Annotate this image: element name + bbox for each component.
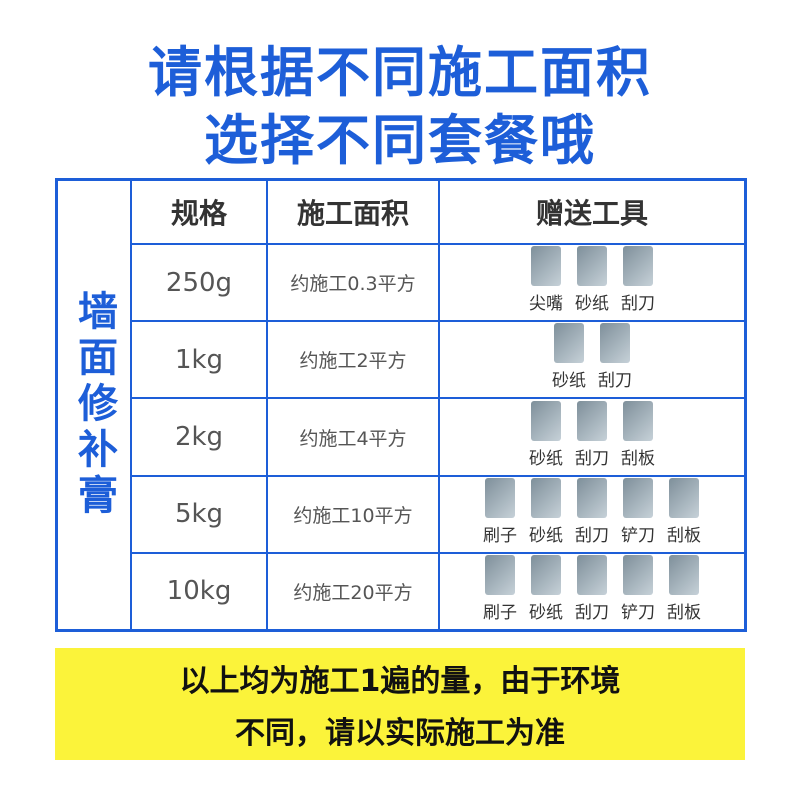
tool-icon bbox=[623, 400, 653, 441]
tool-label: 刮板 bbox=[621, 448, 655, 469]
tool: 铲刀 bbox=[621, 555, 655, 623]
tool-label: 刮刀 bbox=[598, 371, 632, 392]
tool-label: 砂纸 bbox=[529, 448, 563, 469]
spec-cell: 250g bbox=[132, 245, 268, 321]
table-row: 2kg 约施工4平方 砂纸 刮刀 刮板 bbox=[132, 399, 744, 477]
tool-icon bbox=[577, 246, 607, 287]
area-cell: 约施工4平方 bbox=[268, 399, 440, 475]
tool: 刮板 bbox=[667, 555, 701, 623]
tool: 砂纸 bbox=[529, 400, 563, 469]
spec-cell: 5kg bbox=[132, 476, 268, 552]
tool: 刮板 bbox=[621, 400, 655, 469]
tool-icon bbox=[485, 477, 515, 518]
area-cell: 约施工0.3平方 bbox=[268, 245, 440, 321]
note-line: 不同，请以实际施工为准 bbox=[235, 716, 565, 751]
tools-cell: 刷子 砂纸 刮刀 铲刀 刮板 bbox=[440, 554, 744, 629]
tool-icon bbox=[669, 555, 699, 596]
area-cell: 约施工20平方 bbox=[268, 553, 440, 630]
tool-icon bbox=[577, 400, 607, 441]
tool-label: 刮板 bbox=[667, 603, 701, 624]
header-cell: 赠送工具 bbox=[535, 197, 648, 230]
tool-icon bbox=[554, 323, 584, 364]
table-row: 1kg 约施工2平方 砂纸 刮刀 bbox=[132, 322, 744, 400]
tool: 尖嘴 bbox=[529, 246, 563, 314]
tool-icon bbox=[577, 477, 607, 518]
table-row: 250g 约施工0.3平方 尖嘴 砂纸 刮刀 bbox=[132, 245, 744, 323]
tool-label: 铲刀 bbox=[621, 603, 655, 624]
tool-icon bbox=[600, 323, 630, 364]
title-line: 请根据不同施工面积 bbox=[148, 41, 652, 104]
spec-cell: 10kg bbox=[132, 553, 268, 630]
table-row: 5kg 约施工10平方 刷子 砂纸 刮刀 铲刀 刮板 bbox=[132, 476, 744, 554]
tool-label: 刮刀 bbox=[575, 603, 609, 624]
table-row: 10kg 约施工20平方 刷子 砂纸 刮刀 铲刀 刮板 bbox=[132, 553, 744, 630]
tools-cell: 砂纸 刮刀 bbox=[440, 322, 744, 397]
tool-label: 刮板 bbox=[667, 525, 701, 546]
note-box: 以上均为施工1遍的量，由于环境 不同，请以实际施工为准 bbox=[55, 648, 745, 760]
tool: 铲刀 bbox=[621, 477, 655, 546]
tool: 刷子 bbox=[483, 477, 517, 546]
tool: 刮刀 bbox=[575, 477, 609, 546]
spec-cell: 2kg bbox=[132, 399, 268, 475]
tools-cell: 砂纸 刮刀 刮板 bbox=[440, 399, 744, 474]
tool-icon bbox=[623, 555, 653, 596]
tool-label: 刮刀 bbox=[575, 448, 609, 469]
tool: 砂纸 bbox=[575, 246, 609, 314]
tool-label: 刷子 bbox=[483, 603, 517, 624]
tool: 刮板 bbox=[667, 477, 701, 546]
tool: 刮刀 bbox=[621, 246, 655, 314]
area-cell: 约施工2平方 bbox=[268, 322, 440, 398]
header-row: 规格 施工面积 赠送工具 bbox=[132, 181, 744, 245]
tool-icon bbox=[531, 246, 561, 287]
tool-label: 刮刀 bbox=[621, 294, 655, 315]
tool-icon bbox=[623, 477, 653, 518]
tool: 砂纸 bbox=[552, 323, 586, 391]
spec-cell: 1kg bbox=[132, 322, 268, 398]
title-line: 选择不同套餐哦 bbox=[204, 109, 596, 172]
header-cell: 规格 bbox=[132, 181, 268, 243]
tool: 砂纸 bbox=[529, 477, 563, 546]
tool-label: 刮刀 bbox=[575, 525, 609, 546]
tool-icon bbox=[531, 477, 561, 518]
tool: 刮刀 bbox=[575, 555, 609, 623]
tool-label: 砂纸 bbox=[575, 294, 609, 315]
tool-icon bbox=[577, 555, 607, 596]
tool-list: 砂纸 刮刀 刮板 bbox=[529, 400, 655, 475]
tool: 刷子 bbox=[483, 555, 517, 623]
tool-label: 砂纸 bbox=[552, 371, 586, 392]
tool-list: 尖嘴 砂纸 刮刀 bbox=[529, 246, 655, 320]
side-cell: 墙面修补膏 bbox=[58, 181, 132, 629]
tool-icon bbox=[531, 400, 561, 441]
tools-cell: 尖嘴 砂纸 刮刀 bbox=[440, 245, 744, 320]
tool-list: 刷子 砂纸 刮刀 铲刀 刮板 bbox=[483, 555, 701, 629]
tool-icon bbox=[669, 477, 699, 518]
tool-icon bbox=[485, 555, 515, 596]
side-label: 墙面修补膏 bbox=[71, 290, 117, 520]
tool: 刮刀 bbox=[598, 323, 632, 391]
note-line: 以上均为施工1遍的量，由于环境 bbox=[179, 664, 621, 699]
tool-list: 砂纸 刮刀 bbox=[552, 323, 632, 397]
header-cell: 施工面积 bbox=[268, 181, 440, 243]
tools-cell: 刷子 砂纸 刮刀 铲刀 刮板 bbox=[440, 477, 744, 552]
table-frame: 墙面修补膏 规格 施工面积 赠送工具 250g 约施工0.3平方 尖嘴 砂纸 刮刀 1kg… bbox=[55, 178, 747, 632]
tool-icon bbox=[531, 555, 561, 596]
tool-list: 刷子 砂纸 刮刀 铲刀 刮板 bbox=[483, 477, 701, 552]
tool-label: 尖嘴 bbox=[529, 294, 563, 315]
tool-label: 刷子 bbox=[483, 525, 517, 546]
tool: 刮刀 bbox=[575, 400, 609, 469]
tool-label: 砂纸 bbox=[529, 525, 563, 546]
area-cell: 约施工10平方 bbox=[268, 476, 440, 552]
tool: 砂纸 bbox=[529, 555, 563, 623]
tool-label: 铲刀 bbox=[621, 525, 655, 546]
tool-label: 砂纸 bbox=[529, 603, 563, 624]
table: 规格 施工面积 赠送工具 250g 约施工0.3平方 尖嘴 砂纸 刮刀 1kg 约施工2平方… bbox=[132, 181, 744, 630]
tool-icon bbox=[623, 246, 653, 287]
